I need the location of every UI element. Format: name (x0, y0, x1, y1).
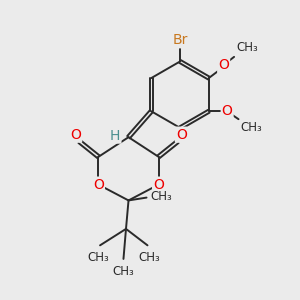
Text: CH₃: CH₃ (240, 121, 262, 134)
Text: CH₃: CH₃ (138, 251, 160, 264)
Text: O: O (218, 58, 229, 72)
Text: O: O (176, 128, 187, 142)
Text: O: O (70, 128, 81, 142)
Text: CH₃: CH₃ (150, 190, 172, 203)
Text: H: H (110, 129, 120, 142)
Text: O: O (153, 178, 164, 192)
Text: CH₃: CH₃ (112, 265, 134, 278)
Text: O: O (93, 178, 104, 192)
Text: O: O (222, 104, 232, 118)
Text: CH₃: CH₃ (236, 41, 258, 54)
Text: Br: Br (172, 33, 188, 47)
Text: CH₃: CH₃ (88, 251, 110, 264)
